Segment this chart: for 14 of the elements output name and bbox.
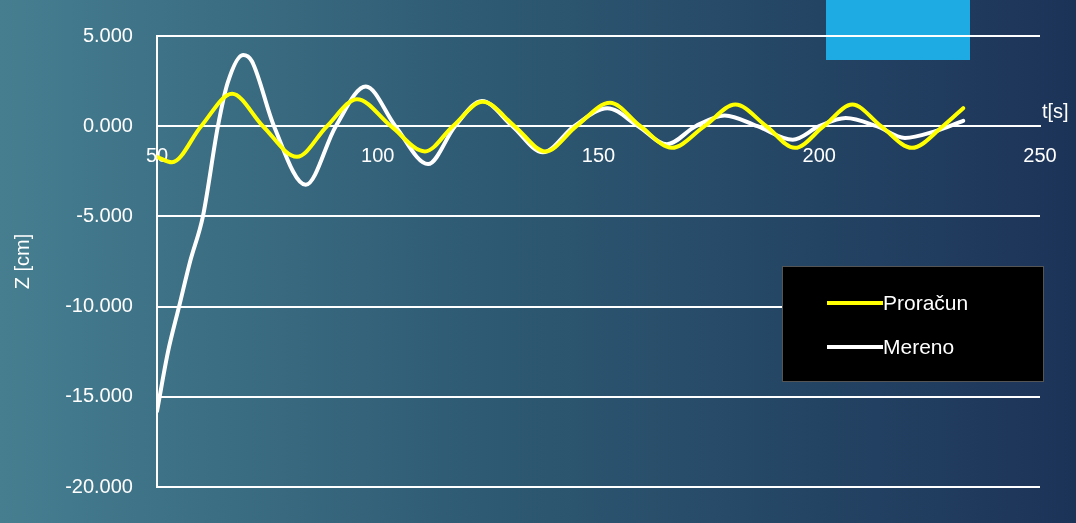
y-tick-label: 0.000 bbox=[82, 113, 133, 136]
x-tick-label: 200 bbox=[802, 143, 836, 166]
y-tick-label: 5.000 bbox=[82, 23, 133, 46]
legend-label: Proračun bbox=[883, 291, 969, 315]
x-tick-label: 150 bbox=[581, 143, 616, 166]
y-tick-label: -10.000 bbox=[65, 294, 133, 317]
legend-label: Mereno bbox=[883, 335, 955, 359]
x-axis-title: t[s] bbox=[1042, 99, 1069, 122]
x-tick-label: 100 bbox=[361, 143, 395, 166]
y-tick-label: -20.000 bbox=[65, 474, 133, 497]
y-tick-label: -5.000 bbox=[76, 203, 133, 226]
x-tick-label: 250 bbox=[1023, 143, 1057, 166]
y-axis-title: Z [cm] bbox=[10, 233, 33, 290]
y-tick-label: -15.000 bbox=[65, 384, 133, 407]
